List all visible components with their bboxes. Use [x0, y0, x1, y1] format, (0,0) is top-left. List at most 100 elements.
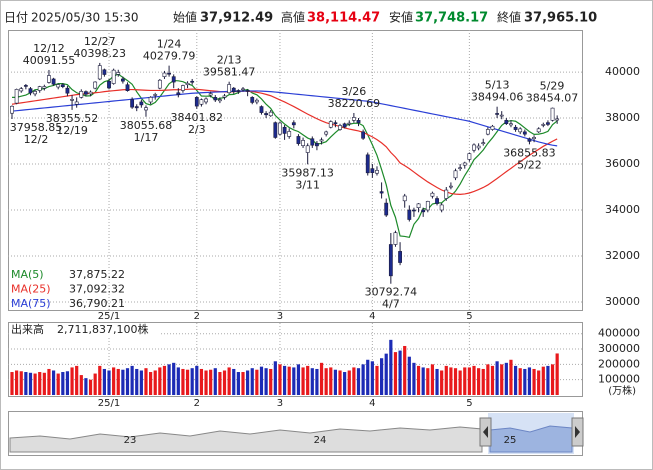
candle-body	[33, 91, 38, 95]
candle-body	[287, 131, 292, 137]
volume-bar	[176, 367, 180, 395]
volume-bar	[315, 368, 319, 395]
volume-bar	[444, 365, 448, 395]
candle-body	[278, 122, 282, 135]
candle-body	[190, 80, 195, 83]
volume-bar	[292, 367, 296, 395]
volume-bar	[527, 367, 532, 395]
extreme-date-label: 12/19	[56, 124, 88, 137]
volume-bar	[361, 364, 365, 395]
candle-body	[305, 145, 310, 153]
volume-name: 出来高	[11, 322, 44, 336]
candle-body	[458, 167, 463, 170]
volume-bar	[130, 365, 134, 395]
volume-bar	[185, 369, 190, 395]
candle-body	[162, 72, 167, 77]
candle-body	[79, 91, 84, 98]
candle-body	[495, 113, 500, 115]
volume-bar	[310, 368, 314, 395]
volume-bar	[246, 370, 250, 395]
extreme-date-label: 1/17	[134, 131, 159, 144]
volume-bar	[19, 371, 23, 395]
candle-body	[37, 86, 42, 91]
candle-body	[245, 90, 250, 92]
extreme-date-label: 2/3	[188, 123, 206, 136]
candle-body	[171, 76, 176, 83]
candle-body	[213, 97, 218, 101]
volume-bar	[430, 364, 435, 395]
volume-bar	[61, 372, 65, 395]
candle-body	[10, 105, 14, 114]
volume-bar	[407, 356, 411, 395]
legend-value: 36,790.21	[69, 297, 125, 310]
candle-body	[222, 95, 227, 98]
volume-bar	[172, 362, 176, 395]
candle-body	[453, 170, 458, 179]
candle-body	[181, 85, 185, 91]
volume-bar	[204, 370, 208, 395]
volume-bar	[532, 368, 536, 395]
extreme-date-label: 5/22	[517, 158, 542, 171]
volume-bar	[453, 368, 458, 395]
candle-body	[134, 106, 139, 109]
extreme-value-label: 38401.82	[171, 111, 224, 124]
volume-bar	[513, 365, 518, 395]
navigator-window-area	[489, 425, 573, 453]
candle-body	[296, 136, 301, 144]
volume-bar	[51, 370, 56, 395]
x-tick-label: 4	[369, 311, 375, 322]
volume-bar	[490, 365, 495, 395]
volume-bar	[84, 378, 88, 395]
candle-body	[157, 79, 162, 89]
volume-bar	[504, 362, 508, 395]
x-tick-label: 4	[369, 398, 375, 409]
open-label: 始値	[173, 10, 197, 25]
volume-bar	[467, 367, 471, 395]
x-tick-label: 5	[466, 311, 472, 322]
price-panel	[8, 30, 583, 311]
candle-body	[407, 209, 412, 220]
volume-bar	[227, 367, 231, 395]
high-label: 高値	[281, 10, 305, 25]
candle-body	[532, 137, 536, 140]
candle-body	[125, 84, 130, 91]
candle-body	[88, 91, 93, 95]
ma-line	[11, 88, 558, 195]
candle-body	[241, 88, 245, 91]
candle-body	[23, 85, 28, 87]
volume-bar	[550, 364, 555, 395]
candle-body	[273, 122, 278, 138]
volume-bar	[250, 368, 254, 395]
candle-body	[504, 120, 509, 124]
candle-body	[536, 128, 541, 133]
volume-tick-label: 400000	[598, 327, 640, 340]
volume-bar	[375, 365, 379, 395]
candle-body	[250, 97, 255, 103]
candle-body	[370, 168, 375, 173]
x-tick-label: 2	[194, 311, 200, 322]
candle-body	[116, 72, 121, 75]
legend-value: 37,875.22	[69, 268, 125, 281]
volume-bar	[38, 372, 42, 395]
candle-body	[144, 107, 148, 111]
volume-bar	[125, 368, 130, 395]
volume-bar	[366, 359, 370, 395]
candle-body	[541, 124, 546, 126]
candle-body	[84, 91, 88, 95]
volume-tick-label: 200000	[598, 357, 640, 370]
volume-bar	[10, 372, 14, 395]
low-value: 37,748.17	[415, 11, 488, 26]
volume-bar	[190, 368, 194, 395]
volume-bar	[435, 368, 439, 395]
volume-bar	[144, 368, 148, 395]
volume-bar	[333, 369, 337, 395]
candle-body	[102, 69, 107, 75]
extreme-value-label: 40398.23	[74, 47, 127, 60]
volume-bar	[370, 361, 374, 395]
extreme-value-label: 30792.74	[365, 286, 418, 299]
open-value: 37,912.49	[200, 11, 273, 26]
low-label: 安値	[389, 10, 413, 25]
volume-bar	[301, 367, 305, 395]
candle-body	[425, 201, 430, 211]
candle-body	[518, 128, 523, 133]
